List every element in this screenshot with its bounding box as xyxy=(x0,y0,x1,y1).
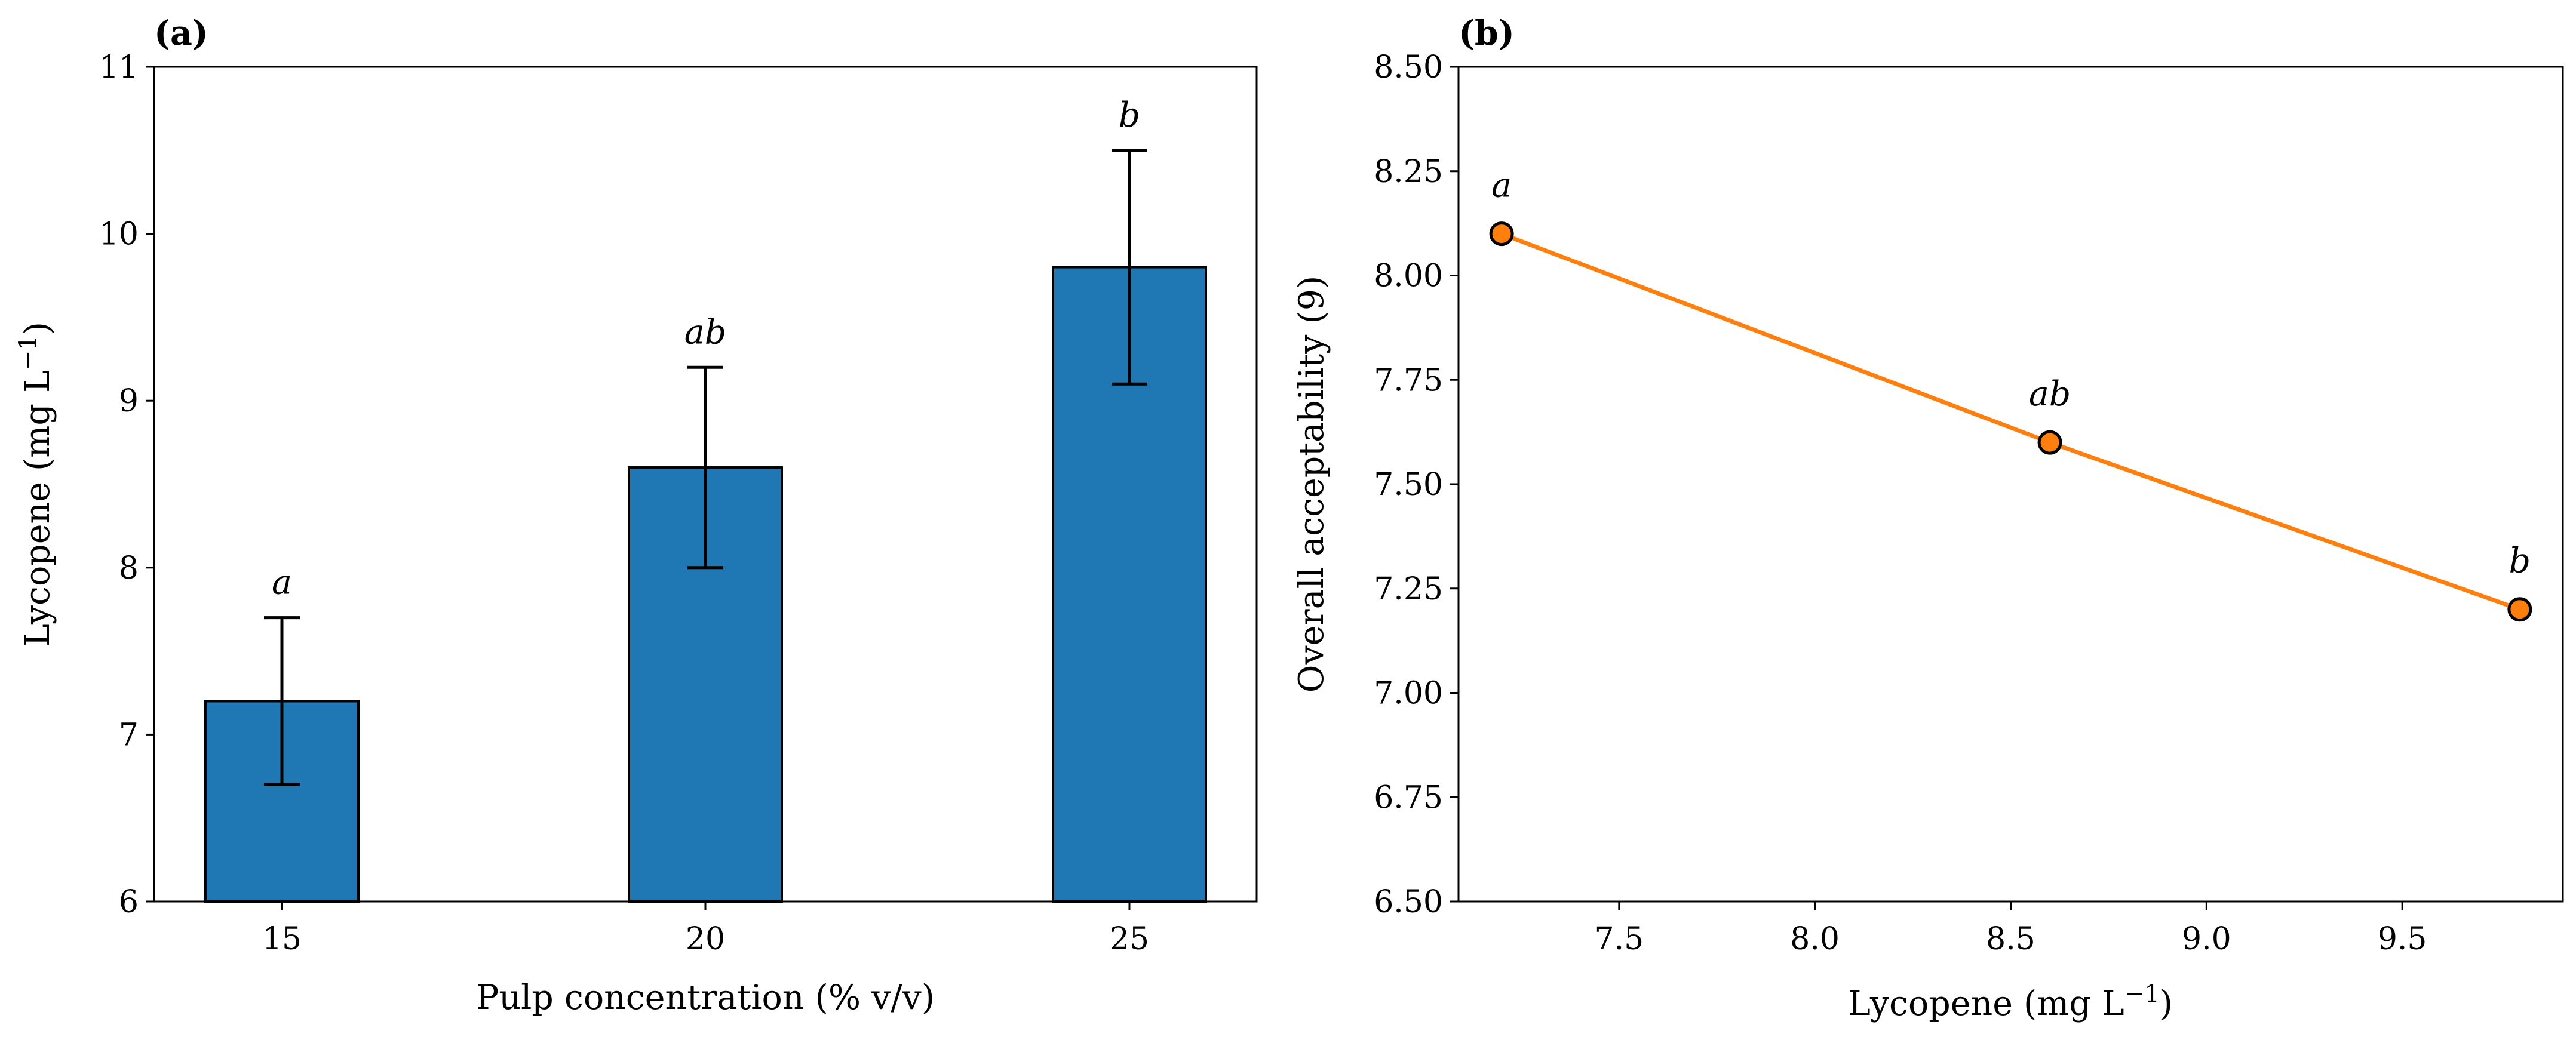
y-tick-label: 7.25 xyxy=(1374,571,1443,607)
panel-a-y-label-sup: −1 xyxy=(14,335,42,370)
panel-b-axes-frame xyxy=(1457,66,2564,903)
x-tick-label: 25 xyxy=(1110,921,1149,957)
panel-b-y-axis-label: Overall acceptability (9) xyxy=(1292,276,1331,693)
x-tick-label: 20 xyxy=(686,921,725,957)
y-tick-label: 7.50 xyxy=(1374,467,1443,503)
y-tick-label: 8.25 xyxy=(1374,154,1443,190)
panel-a-y-label-close: ) xyxy=(18,322,57,335)
panel-a-label: (a) xyxy=(154,13,208,53)
y-tick-label: 8.00 xyxy=(1374,259,1443,294)
panel-a-x-ticks: 15 20 25 xyxy=(262,901,1149,957)
y-tick-label: 7.75 xyxy=(1374,362,1443,398)
x-tick-label: 9.0 xyxy=(2182,921,2231,957)
panel-b-markers xyxy=(1489,221,2532,622)
panel-b-x-label-sup: −1 xyxy=(2124,980,2160,1008)
panel-a-axes-frame xyxy=(153,66,1258,903)
panel-a-y-axis-label: Lycopene (mg L−1) xyxy=(14,322,57,647)
panel-b-label: (b) xyxy=(1459,13,1515,53)
significance-label: b xyxy=(2509,541,2531,581)
y-tick-label: 6.50 xyxy=(1374,884,1443,920)
significance-label: ab xyxy=(684,312,726,352)
data-point-marker xyxy=(2507,597,2532,622)
y-tick-label: 11 xyxy=(99,50,139,85)
panel-b-x-ticks: 7.5 8.0 8.5 9.0 9.5 xyxy=(1594,901,2427,957)
panel-a-x-axis-label: Pulp concentration (% v/v) xyxy=(476,978,935,1017)
panel-a-significance-labels: a ab b xyxy=(272,96,1140,602)
panel-b-y-ticks: 6.50 6.75 7.00 7.25 7.50 7.75 8.00 8.25 8.50 xyxy=(1374,50,1459,920)
panel-a-y-ticks: 6 7 8 9 10 11 xyxy=(99,50,154,920)
y-tick-label: 9 xyxy=(119,383,139,419)
y-tick-label: 8.50 xyxy=(1374,50,1443,85)
panel-b-x-label-close: ) xyxy=(2160,984,2173,1023)
panel-b-series-line xyxy=(1500,232,2521,611)
x-tick-label: 8.0 xyxy=(1790,921,1840,957)
x-tick-label: 7.5 xyxy=(1594,921,1644,957)
panel-b-line-chart: (b) a ab b 6.50 6.75 7.00 7.25 7.50 7.75 8.00 8.2… xyxy=(1292,13,2564,1023)
panel-b-significance-labels: a ab b xyxy=(1491,166,2531,581)
y-tick-label: 7 xyxy=(119,717,139,753)
x-tick-label: 9.5 xyxy=(2378,921,2427,957)
panel-b-x-axis-label: Lycopene (mg L−1) xyxy=(1848,980,2173,1023)
panel-b-x-label-text: Lycopene (mg L xyxy=(1848,984,2124,1023)
significance-label: a xyxy=(1491,166,1512,205)
significance-label: b xyxy=(1119,96,1141,135)
panel-a-y-label-text: Lycopene (mg L xyxy=(18,370,57,647)
y-tick-label: 8 xyxy=(119,550,139,586)
y-tick-label: 6 xyxy=(119,884,139,920)
panel-a-bars xyxy=(204,266,1207,903)
x-tick-label: 8.5 xyxy=(1986,921,2035,957)
data-point-marker xyxy=(2037,430,2062,455)
significance-label: ab xyxy=(2029,374,2071,414)
data-point-marker xyxy=(1489,221,1514,247)
panel-a-error-bars xyxy=(264,149,1147,786)
y-tick-label: 6.75 xyxy=(1374,780,1443,816)
panel-a-bar-chart: (a) a ab b 6 7 8 9 10 11 15 20 25 Pulp concentrat… xyxy=(14,13,1258,1017)
y-tick-label: 7.00 xyxy=(1374,676,1443,712)
x-tick-label: 15 xyxy=(262,921,302,957)
y-tick-label: 10 xyxy=(99,217,139,253)
significance-label: a xyxy=(272,563,292,602)
